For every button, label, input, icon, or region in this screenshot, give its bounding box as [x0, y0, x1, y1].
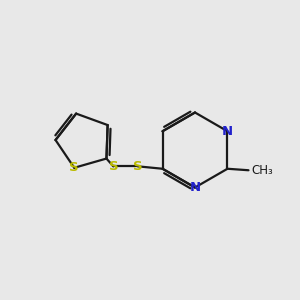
- Text: S: S: [109, 160, 118, 173]
- Text: CH₃: CH₃: [251, 164, 273, 177]
- Text: N: N: [189, 181, 201, 194]
- Text: N: N: [222, 125, 233, 138]
- Text: S: S: [69, 161, 79, 174]
- Text: S: S: [133, 160, 143, 173]
